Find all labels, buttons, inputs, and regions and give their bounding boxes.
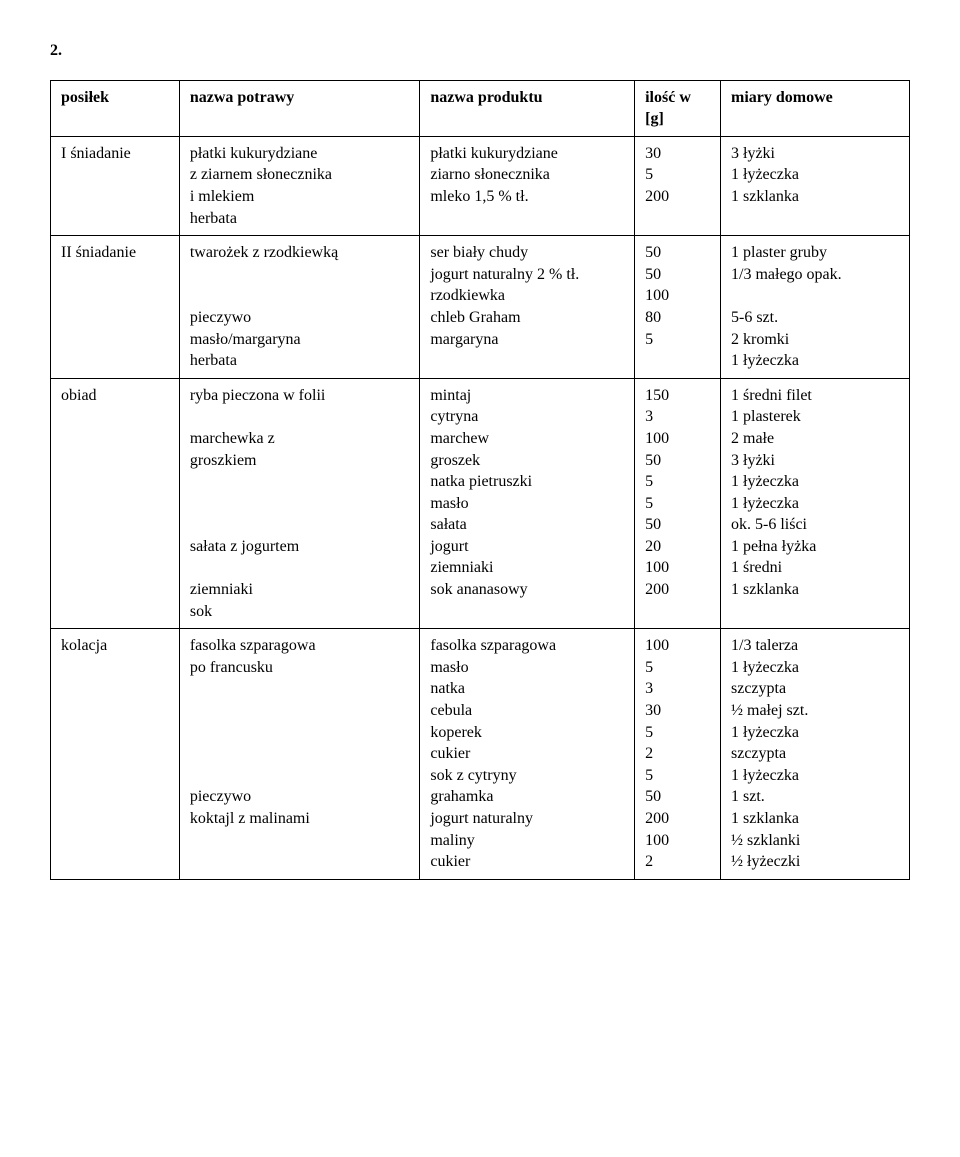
cell-meal: I śniadanie	[51, 136, 180, 235]
col-measure: miary domowe	[721, 80, 910, 136]
cell-dish: płatki kukurydzianez ziarnem słonecznika…	[179, 136, 420, 235]
cell-qty: 1005330525502001002	[635, 629, 721, 880]
table-row: obiadryba pieczona w folii marchewka zgr…	[51, 378, 910, 629]
table-row: I śniadaniepłatki kukurydzianez ziarnem …	[51, 136, 910, 235]
cell-measure: 1 średni filet1 plasterek2 małe3 łyżki1 …	[721, 378, 910, 629]
cell-product: fasolka szparagowamasłonatkacebulakopere…	[420, 629, 635, 880]
cell-product: mintajcytrynamarchewgroszeknatka pietrus…	[420, 378, 635, 629]
cell-product: ser biały chudyjogurt naturalny 2 % tł.r…	[420, 236, 635, 379]
cell-qty: 305200	[635, 136, 721, 235]
cell-qty: 5050100805	[635, 236, 721, 379]
table-row: kolacjafasolka szparagowapo francusku pi…	[51, 629, 910, 880]
col-qty: ilość w [g]	[635, 80, 721, 136]
header-row: posiłek nazwa potrawy nazwa produktu ilo…	[51, 80, 910, 136]
cell-qty: 150310050555020100200	[635, 378, 721, 629]
cell-product: płatki kukurydzianeziarno słonecznikamle…	[420, 136, 635, 235]
col-meal: posiłek	[51, 80, 180, 136]
meal-plan-table: posiłek nazwa potrawy nazwa produktu ilo…	[50, 80, 910, 880]
cell-dish: fasolka szparagowapo francusku pieczywok…	[179, 629, 420, 880]
cell-dish: ryba pieczona w folii marchewka zgroszki…	[179, 378, 420, 629]
cell-meal: kolacja	[51, 629, 180, 880]
cell-dish: twarożek z rzodkiewką pieczywomasło/marg…	[179, 236, 420, 379]
cell-measure: 1/3 talerza1 łyżeczkaszczypta½ małej szt…	[721, 629, 910, 880]
col-product: nazwa produktu	[420, 80, 635, 136]
section-number: 2.	[50, 40, 910, 62]
cell-meal: obiad	[51, 378, 180, 629]
cell-measure: 1 plaster gruby1/3 małego opak. 5-6 szt.…	[721, 236, 910, 379]
cell-measure: 3 łyżki1 łyżeczka1 szklanka	[721, 136, 910, 235]
table-row: II śniadanietwarożek z rzodkiewką pieczy…	[51, 236, 910, 379]
col-dish: nazwa potrawy	[179, 80, 420, 136]
cell-meal: II śniadanie	[51, 236, 180, 379]
